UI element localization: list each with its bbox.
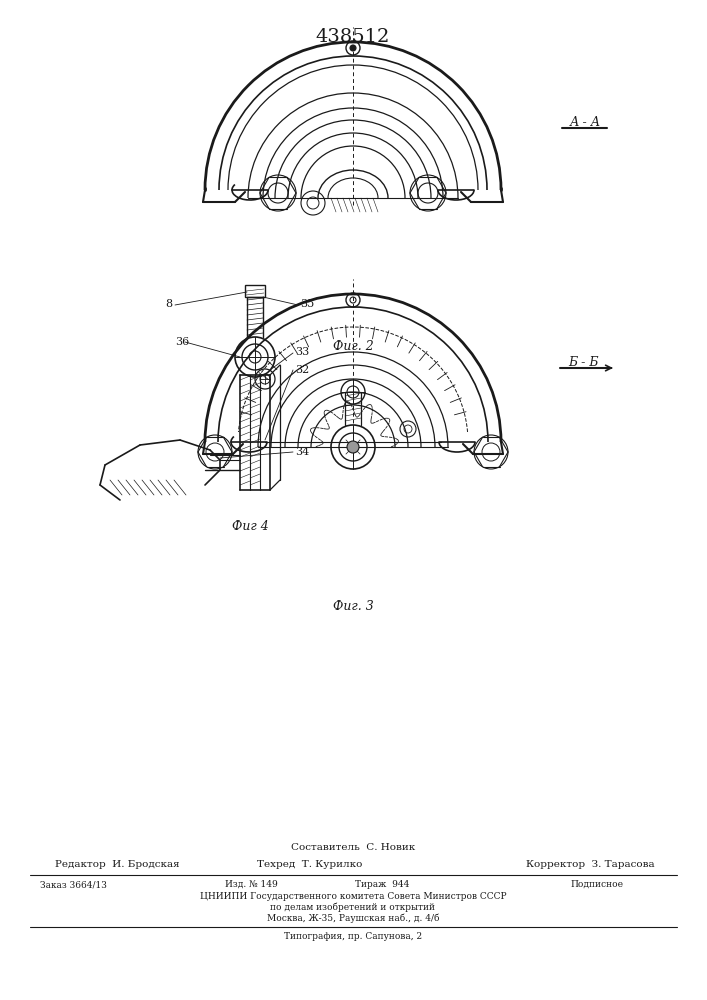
Text: 438512: 438512 (316, 28, 390, 46)
Text: 33: 33 (295, 347, 309, 357)
Text: Составитель  С. Новик: Составитель С. Новик (291, 843, 415, 852)
Text: ЦНИИПИ Государственного комитета Совета Министров СССР: ЦНИИПИ Государственного комитета Совета … (199, 892, 506, 901)
Text: 35: 35 (300, 299, 314, 309)
Text: Техред  Т. Курилко: Техред Т. Курилко (257, 860, 363, 869)
Bar (245, 285, 265, 297)
Text: Фиг. 3: Фиг. 3 (332, 600, 373, 613)
Text: Б - Б: Б - Б (568, 357, 599, 369)
Text: Изд. № 149: Изд. № 149 (225, 880, 278, 889)
Text: 36: 36 (175, 337, 189, 347)
Text: Москва, Ж-35, Раушская наб., д. 4/б: Москва, Ж-35, Раушская наб., д. 4/б (267, 914, 439, 923)
Text: 8: 8 (165, 299, 172, 309)
Text: Корректор  З. Тарасова: Корректор З. Тарасова (526, 860, 654, 869)
Text: А - А: А - А (570, 116, 601, 129)
Circle shape (347, 441, 359, 453)
Text: Фиг 4: Фиг 4 (232, 520, 269, 533)
Text: Фиг. 2: Фиг. 2 (332, 340, 373, 353)
Text: Редактор  И. Бродская: Редактор И. Бродская (55, 860, 180, 869)
Text: 32: 32 (295, 365, 309, 375)
Text: Подписное: Подписное (570, 880, 623, 889)
Text: Заказ 3664/13: Заказ 3664/13 (40, 880, 107, 889)
Circle shape (350, 45, 356, 51)
Text: по делам изобретений и открытий: по делам изобретений и открытий (271, 902, 436, 912)
Text: Типография, пр. Сапунова, 2: Типография, пр. Сапунова, 2 (284, 932, 422, 941)
Text: 34: 34 (295, 447, 309, 457)
Text: Тираж  944: Тираж 944 (355, 880, 409, 889)
